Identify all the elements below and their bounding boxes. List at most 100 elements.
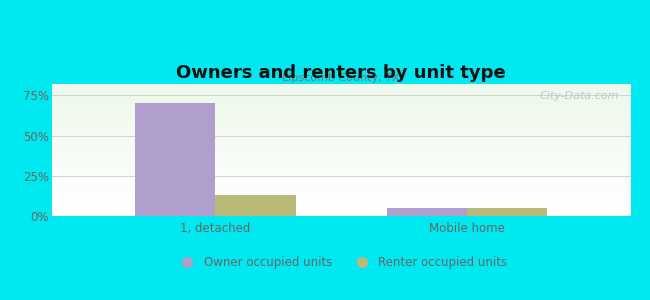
Bar [52,125,630,126]
Bar [52,185,630,186]
Bar [52,131,630,132]
Bar [52,115,630,116]
Bar [52,183,630,184]
Bar [52,176,630,177]
Bar [52,146,630,147]
Bar [52,85,630,86]
Bar [52,215,630,216]
Bar [52,145,630,146]
Bar [52,199,630,200]
Bar [52,134,630,135]
Bar [52,142,630,143]
Bar [52,90,630,91]
Bar [52,141,630,142]
Bar [52,135,630,136]
Bar [52,151,630,152]
Bar [52,117,630,118]
Bar [52,170,630,171]
Bar [52,188,630,189]
Bar [52,192,630,193]
Bar [52,213,630,214]
Title: Owners and renters by unit type: Owners and renters by unit type [176,64,506,82]
Bar [52,200,630,201]
Bar [52,205,630,206]
Bar [52,110,630,111]
Bar [52,186,630,187]
Bar [52,113,630,114]
Bar [52,201,630,202]
Bar [52,118,630,119]
Bar [52,95,630,96]
Bar [52,147,630,148]
Bar [52,133,630,134]
Bar [52,84,630,85]
Bar [52,103,630,104]
Bar [52,190,630,191]
Bar [52,139,630,140]
Bar [52,164,630,165]
Bar [52,86,630,87]
Bar [52,102,630,103]
Bar [52,130,630,131]
Bar [52,167,630,168]
Bar [52,121,630,122]
Bar [52,196,630,197]
Bar [52,153,630,154]
Bar [52,149,630,150]
Bar [52,87,630,88]
Bar [52,97,630,98]
Bar [52,195,630,196]
Bar [52,105,630,106]
Bar [52,152,630,153]
Bar [52,197,630,198]
Bar [52,109,630,110]
Bar [52,99,630,100]
Bar [52,162,630,163]
Bar [52,211,630,212]
Bar [52,207,630,208]
Bar [52,111,630,112]
Bar [52,193,630,194]
Bar [52,104,630,105]
Bar [52,194,630,195]
Bar [52,157,630,158]
Bar [52,206,630,207]
Bar [52,93,630,94]
Text: Lipscomb County, TX: Lipscomb County, TX [283,73,400,83]
Bar [52,178,630,179]
Bar [216,195,296,216]
Bar [52,187,630,188]
Bar [52,112,630,113]
Bar [52,163,630,164]
Bar [52,126,630,127]
Bar [52,124,630,125]
Bar [52,155,630,156]
Bar [52,137,630,138]
Bar [52,212,630,213]
Bar [52,100,630,101]
Text: City-Data.com: City-Data.com [540,91,619,100]
Bar [52,156,630,157]
Bar [135,103,216,216]
Bar [52,136,630,137]
Bar [52,89,630,90]
Bar [52,128,630,129]
Bar [52,184,630,185]
Bar [52,160,630,161]
Bar [52,169,630,170]
Bar [52,172,630,173]
Bar [52,198,630,199]
Bar [52,119,630,120]
Bar [52,189,630,190]
Bar [52,209,630,210]
Bar [52,120,630,121]
Bar [52,159,630,160]
Bar [52,177,630,178]
Bar [52,210,630,211]
Bar [52,182,630,183]
Bar [52,94,630,95]
Bar [52,173,630,174]
Bar [52,108,630,109]
Bar [52,191,630,192]
Bar [52,158,630,159]
